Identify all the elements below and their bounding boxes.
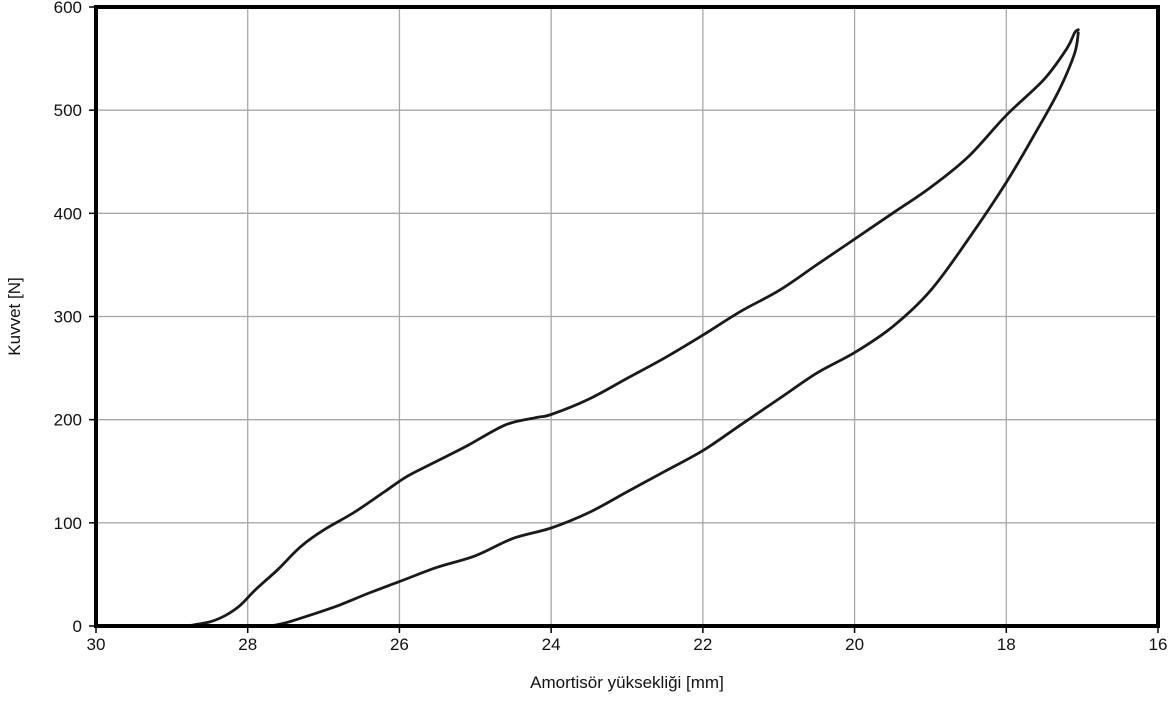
x-tick-label: 16 [1149,635,1168,654]
plot-frame [94,5,1160,628]
series-line-1 [185,28,1080,628]
grid [96,7,1158,626]
y-tick-label: 200 [54,411,82,430]
axis-ticks: 30 28 26 24 22 20 18 16 0 100 200 300 400 500 600 [54,0,1168,654]
y-tick-label: 0 [73,617,82,636]
y-tick-label: 600 [54,0,82,17]
series-line-2 [269,31,1080,628]
x-tick-label: 24 [542,635,561,654]
x-tick-label: 28 [238,635,257,654]
x-axis-label: Amortisör yüksekliği [mm] [530,673,724,692]
x-tick-label: 22 [693,635,712,654]
y-tick-label: 500 [54,101,82,120]
x-tick-label: 30 [87,635,106,654]
y-tick-label: 400 [54,204,82,223]
x-tick-label: 20 [845,635,864,654]
x-tick-label: 26 [390,635,409,654]
curves [185,28,1080,628]
y-tick-label: 300 [54,308,82,327]
y-axis-label: Kuvvet [N] [5,277,24,355]
x-tick-label: 18 [997,635,1016,654]
y-tick-label: 100 [54,514,82,533]
